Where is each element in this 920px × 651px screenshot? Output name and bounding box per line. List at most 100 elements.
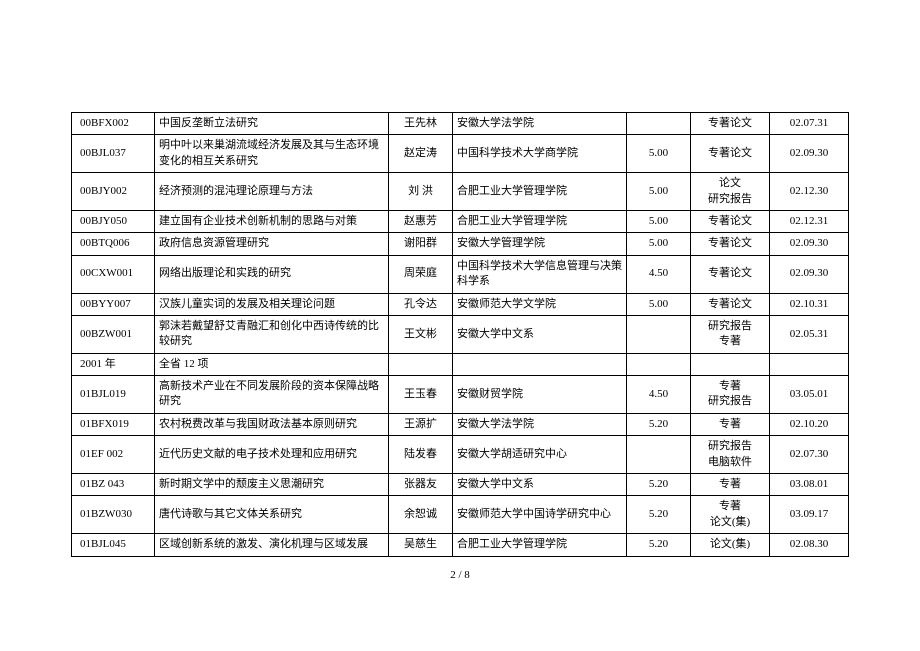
cell-type: 论文(集) (691, 534, 770, 556)
cell-date: 02.12.31 (770, 210, 849, 232)
cell-title: 中国反垄断立法研究 (155, 113, 389, 135)
cell-code: 00BJL037 (72, 135, 155, 173)
table-row: 00BFX002中国反垄断立法研究王先林安徽大学法学院 专著论文02.07.31 (72, 113, 849, 135)
cell-title: 政府信息资源管理研究 (155, 233, 389, 255)
table-row: 01BJL045区域创新系统的激发、演化机理与区域发展吴慈生合肥工业大学管理学院… (72, 534, 849, 556)
table-row: 01EF 002近代历史文献的电子技术处理和应用研究陆发春安徽大学胡适研究中心 研… (72, 436, 849, 474)
cell-person (389, 353, 453, 375)
cell-inst: 安徽大学中文系 (453, 474, 627, 496)
cell-title: 区域创新系统的激发、演化机理与区域发展 (155, 534, 389, 556)
cell-amt: 4.50 (627, 255, 691, 293)
cell-date: 02.08.30 (770, 534, 849, 556)
cell-amt: 5.00 (627, 293, 691, 315)
cell-amt: 5.00 (627, 135, 691, 173)
cell-date: 03.08.01 (770, 474, 849, 496)
cell-title: 建立国有企业技术创新机制的思路与对策 (155, 210, 389, 232)
cell-title: 网络出版理论和实践的研究 (155, 255, 389, 293)
table-row: 01BJL019高新技术产业在不同发展阶段的资本保障战略研究王玉春安徽财贸学院4… (72, 376, 849, 414)
cell-code: 00BYY007 (72, 293, 155, 315)
cell-code: 00CXW001 (72, 255, 155, 293)
cell-person: 吴慈生 (389, 534, 453, 556)
cell-amt: 5.00 (627, 210, 691, 232)
cell-amt (627, 353, 691, 375)
cell-type: 专著论文 (691, 293, 770, 315)
cell-amt: 4.50 (627, 376, 691, 414)
cell-date: 03.05.01 (770, 376, 849, 414)
cell-date: 03.09.17 (770, 496, 849, 534)
cell-amt (627, 315, 691, 353)
cell-date: 02.09.30 (770, 135, 849, 173)
cell-inst: 中国科学技术大学商学院 (453, 135, 627, 173)
cell-inst: 合肥工业大学管理学院 (453, 534, 627, 556)
cell-amt: 5.00 (627, 233, 691, 255)
cell-code: 00BFX002 (72, 113, 155, 135)
cell-code: 01EF 002 (72, 436, 155, 474)
cell-inst: 安徽大学法学院 (453, 113, 627, 135)
cell-type: 专著论文 (691, 113, 770, 135)
table-row: 01BZW030唐代诗歌与其它文体关系研究余恕诚安徽师范大学中国诗学研究中心5.… (72, 496, 849, 534)
cell-title: 农村税费改革与我国财政法基本原则研究 (155, 413, 389, 435)
cell-person: 刘 洪 (389, 173, 453, 211)
cell-person: 余恕诚 (389, 496, 453, 534)
cell-type: 专著论文 (691, 210, 770, 232)
table-row: 01BZ 043新时期文学中的颓废主义思潮研究张器友安徽大学中文系5.20专著0… (72, 474, 849, 496)
cell-person: 王玉春 (389, 376, 453, 414)
cell-title: 全省 12 项 (155, 353, 389, 375)
cell-code: 00BTQ006 (72, 233, 155, 255)
cell-date: 02.07.31 (770, 113, 849, 135)
cell-code: 2001 年 (72, 353, 155, 375)
cell-date (770, 353, 849, 375)
cell-type: 论文研究报告 (691, 173, 770, 211)
cell-date: 02.07.30 (770, 436, 849, 474)
cell-type: 专著论文 (691, 233, 770, 255)
cell-type (691, 353, 770, 375)
cell-inst: 中国科学技术大学信息管理与决策科学系 (453, 255, 627, 293)
cell-person: 孔令达 (389, 293, 453, 315)
cell-type: 研究报告电脑软件 (691, 436, 770, 474)
cell-code: 01BFX019 (72, 413, 155, 435)
cell-code: 01BJL019 (72, 376, 155, 414)
cell-date: 02.12.30 (770, 173, 849, 211)
cell-person: 赵定涛 (389, 135, 453, 173)
cell-inst: 安徽大学法学院 (453, 413, 627, 435)
cell-inst: 安徽财贸学院 (453, 376, 627, 414)
cell-title: 新时期文学中的颓废主义思潮研究 (155, 474, 389, 496)
cell-title: 汉族儿童实词的发展及相关理论问题 (155, 293, 389, 315)
cell-amt (627, 113, 691, 135)
cell-type: 专著论文(集) (691, 496, 770, 534)
cell-amt: 5.20 (627, 474, 691, 496)
table-row: 00BJY050建立国有企业技术创新机制的思路与对策赵惠芳合肥工业大学管理学院5… (72, 210, 849, 232)
cell-type: 专著论文 (691, 255, 770, 293)
cell-date: 02.10.31 (770, 293, 849, 315)
cell-inst: 安徽师范大学文学院 (453, 293, 627, 315)
cell-title: 近代历史文献的电子技术处理和应用研究 (155, 436, 389, 474)
cell-code: 00BJY050 (72, 210, 155, 232)
cell-inst: 安徽大学胡适研究中心 (453, 436, 627, 474)
table-row: 00BZW001郭沫若戴望舒艾青融汇和创化中西诗传统的比较研究王文彬安徽大学中文… (72, 315, 849, 353)
page-container: 00BFX002中国反垄断立法研究王先林安徽大学法学院专著论文02.07.310… (0, 0, 920, 651)
cell-person: 陆发春 (389, 436, 453, 474)
cell-amt: 5.00 (627, 173, 691, 211)
cell-type: 研究报告专著 (691, 315, 770, 353)
cell-inst: 安徽师范大学中国诗学研究中心 (453, 496, 627, 534)
cell-date: 02.09.30 (770, 255, 849, 293)
cell-person: 王先林 (389, 113, 453, 135)
table-row: 00BTQ006政府信息资源管理研究谢阳群安徽大学管理学院5.00专著论文02.… (72, 233, 849, 255)
cell-type: 专著研究报告 (691, 376, 770, 414)
cell-date: 02.10.20 (770, 413, 849, 435)
cell-person: 周荣庭 (389, 255, 453, 293)
table-row: 2001 年全省 12 项 (72, 353, 849, 375)
cell-type: 专著 (691, 413, 770, 435)
cell-code: 01BZ 043 (72, 474, 155, 496)
cell-person: 王源扩 (389, 413, 453, 435)
cell-type: 专著论文 (691, 135, 770, 173)
cell-person: 张器友 (389, 474, 453, 496)
cell-date: 02.09.30 (770, 233, 849, 255)
cell-code: 00BJY002 (72, 173, 155, 211)
cell-code: 01BJL045 (72, 534, 155, 556)
cell-amt: 5.20 (627, 534, 691, 556)
cell-title: 郭沫若戴望舒艾青融汇和创化中西诗传统的比较研究 (155, 315, 389, 353)
cell-code: 01BZW030 (72, 496, 155, 534)
table-row: 00BYY007汉族儿童实词的发展及相关理论问题孔令达安徽师范大学文学院5.00… (72, 293, 849, 315)
cell-person: 王文彬 (389, 315, 453, 353)
